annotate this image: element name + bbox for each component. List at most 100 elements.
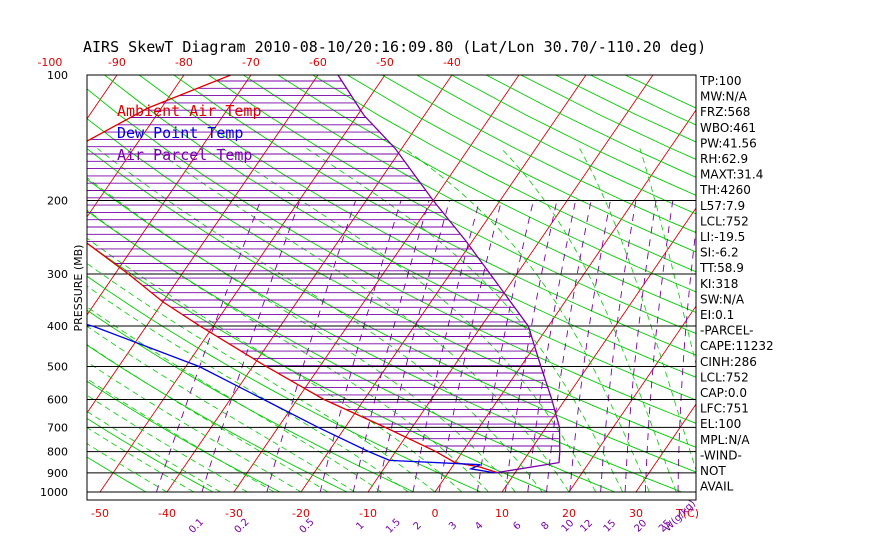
index-value: TP:100	[699, 74, 742, 88]
top-temp-tick-label: -40	[443, 56, 461, 69]
index-value: KI:318	[700, 277, 738, 291]
index-value: TT:58.9	[699, 261, 744, 275]
mixing-ratio-line	[201, 200, 301, 493]
moist-adiabat-line	[87, 344, 329, 493]
moist-adiabat-line	[87, 325, 355, 493]
moist-adiabat-line	[639, 148, 696, 366]
dry-adiabat-line	[87, 242, 549, 493]
top-temp-tick-label: -100	[37, 56, 62, 69]
index-value: TH:4260	[699, 183, 751, 197]
dry-adiabat-line	[87, 210, 616, 493]
index-value: MAXT:31.4	[700, 168, 763, 182]
index-value: NOT	[700, 464, 726, 478]
isotherm-line	[166, 75, 453, 493]
temperature-unit-label: T(C)	[675, 507, 699, 520]
bottom-temp-tick-label: 10	[495, 507, 509, 520]
index-value: WBO:461	[700, 121, 756, 135]
moist-adiabat-line	[87, 443, 168, 493]
bottom-temp-tick-label: -10	[359, 507, 377, 520]
mixing-ratio-line	[504, 200, 558, 493]
mixing-ratio-tick-label: 2	[412, 520, 424, 532]
isotherm-line	[635, 403, 696, 493]
moist-adiabat-line	[87, 361, 302, 493]
series-line-air-parcel-temp	[337, 75, 561, 474]
legend-entry: Ambient Air Temp	[117, 102, 262, 120]
dry-adiabat-line	[347, 75, 696, 253]
top-temp-tick-label: -50	[376, 56, 394, 69]
moist-adiabat-line	[87, 237, 463, 493]
index-value: EI:0.1	[700, 308, 734, 322]
dry-adiabat-line	[173, 75, 696, 356]
isotherm-line	[367, 75, 654, 493]
isotherm-line	[87, 75, 252, 316]
index-value: CAP:0.0	[700, 386, 747, 400]
dry-adiabat-line	[0, 75, 12, 492]
dry-adiabat-line	[243, 75, 696, 313]
pressure-tick-label: 700	[47, 421, 68, 434]
index-value: LCL:752	[700, 370, 749, 384]
dry-adiabat-line	[87, 456, 147, 493]
mixing-ratio-tick-label: 6	[511, 520, 523, 532]
mixing-ratio-tick-label: 8	[540, 520, 552, 532]
dry-adiabat-line	[87, 309, 415, 493]
bottom-temp-tick-label: -30	[225, 507, 243, 520]
index-value: CAPE:11232	[700, 339, 774, 353]
index-value: CINH:286	[700, 355, 757, 369]
index-value: LCL:752	[700, 214, 749, 228]
dry-adiabat-line	[416, 75, 696, 215]
moist-adiabat-line	[87, 285, 409, 493]
series-line-ambient-air-temp	[87, 75, 499, 474]
index-value: LFC:751	[700, 402, 749, 416]
moist-adiabat-line	[306, 148, 623, 493]
mixing-ratio-line	[600, 200, 637, 493]
bottom-temp-tick-label: -50	[91, 507, 109, 520]
pressure-tick-label: 100	[47, 69, 68, 82]
moist-adiabat-line	[87, 410, 221, 493]
bottom-temp-tick-label: 0	[432, 507, 439, 520]
mixing-ratio-tick-label: 15	[602, 518, 619, 535]
pressure-tick-label: 600	[47, 393, 68, 406]
mixing-ratio-line	[624, 200, 657, 493]
isotherm-line	[0, 75, 50, 492]
index-value: EL:100	[700, 417, 741, 431]
bottom-temp-tick-label: 30	[629, 507, 643, 520]
mixing-ratio-tick-label: 12	[578, 518, 595, 535]
moist-adiabat-line	[87, 306, 382, 493]
y-axis-label: PRESSURE (MB)	[72, 245, 85, 332]
isotherm-line	[87, 75, 319, 414]
dry-adiabat-line	[87, 417, 214, 493]
pressure-tick-label: 400	[47, 320, 68, 333]
moist-adiabat-line	[87, 394, 248, 493]
dry-adiabat-line	[87, 88, 696, 424]
pressure-tick-label: 200	[47, 195, 68, 208]
dry-adiabat-line	[87, 380, 281, 493]
moist-adiabat-line	[97, 148, 543, 493]
mixing-ratio-line	[155, 200, 262, 493]
dry-adiabat-line	[138, 75, 696, 378]
pressure-tick-label: 500	[47, 360, 68, 373]
plot-frame	[86, 74, 697, 501]
bottom-temp-tick-label: -40	[158, 507, 176, 520]
index-value: -WIND-	[700, 448, 742, 462]
moist-adiabat-line	[87, 262, 436, 493]
pressure-tick-label: 800	[47, 446, 68, 459]
mixing-ratio-tick-label: 1	[354, 520, 366, 532]
pressure-tick-label: 300	[47, 268, 68, 281]
isotherm-line	[837, 75, 870, 492]
moist-adiabat-line	[87, 177, 516, 493]
moist-adiabat-line	[404, 148, 650, 493]
mixing-ratio-tick-label: 3	[447, 520, 459, 532]
isotherm-line	[300, 75, 587, 493]
top-temp-tick-label: -90	[108, 56, 126, 69]
pressure-tick-label: 1000	[40, 486, 68, 499]
moist-adiabat-line	[87, 378, 275, 493]
top-temp-tick-label: -70	[242, 56, 260, 69]
mixing-ratio-line	[412, 200, 480, 493]
dry-adiabat-line	[381, 75, 696, 234]
pressure-tick-label: 900	[47, 467, 68, 480]
index-value: PW:41.56	[700, 136, 757, 150]
legend-entry: Dew Point Temp	[117, 124, 243, 142]
mixing-ratio-tick-label: 10	[560, 518, 577, 535]
moist-adiabat-line	[153, 148, 570, 493]
dry-adiabat-line	[277, 75, 696, 293]
